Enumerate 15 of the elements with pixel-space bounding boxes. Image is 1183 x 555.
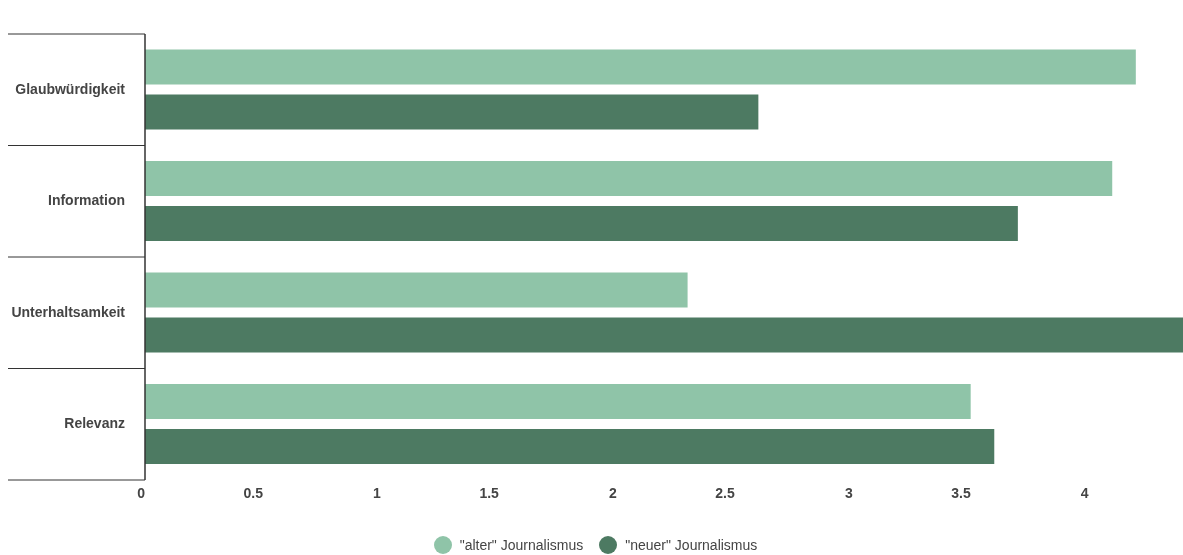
x-tick-label: 4 xyxy=(1080,485,1089,501)
x-tick-label: 1 xyxy=(373,485,382,501)
y-tick-label: Information xyxy=(48,192,125,209)
x-tick-label: 0.5 xyxy=(243,485,264,501)
y-tick-label: Relevanz xyxy=(64,415,125,432)
x-tick-label: 2 xyxy=(609,485,618,501)
x-tick-label: 1.5 xyxy=(479,485,500,501)
x-tick-label: 3 xyxy=(844,485,853,501)
legend-label: "neuer" Journalismus xyxy=(625,537,758,553)
x-tick-label: 3.5 xyxy=(951,485,971,501)
legend-label: "alter" Journalismus xyxy=(459,537,584,553)
y-tick-label: Unterhaltsamkeit xyxy=(11,303,126,320)
y-tick-label: Glaubwürdigkeit xyxy=(15,80,126,97)
x-tick-label: 0 xyxy=(137,485,146,501)
x-tick-label: 2.5 xyxy=(715,485,735,501)
